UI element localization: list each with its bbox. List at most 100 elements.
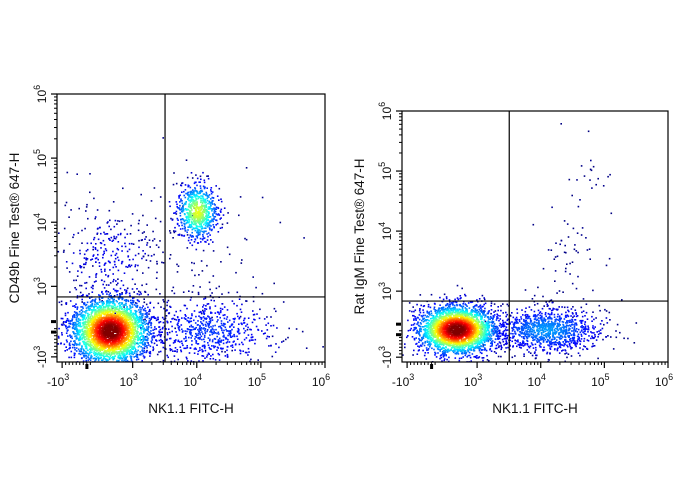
event-1743 xyxy=(147,337,149,340)
event-763 xyxy=(202,304,205,306)
event-2115 xyxy=(116,300,118,303)
event-1013 xyxy=(141,359,143,362)
event-2023 xyxy=(193,191,195,194)
event-2314 xyxy=(108,358,111,361)
event-1338 xyxy=(214,341,217,344)
event-1942 xyxy=(73,333,76,335)
event-3586 xyxy=(111,311,113,313)
event-448 xyxy=(166,321,169,324)
event-4624 xyxy=(104,320,107,323)
event-1872 xyxy=(191,231,193,234)
event-2051 xyxy=(93,357,96,359)
event-4165 xyxy=(107,316,109,318)
event-4930 xyxy=(105,336,108,339)
event-1592 xyxy=(73,314,75,316)
event-1071 xyxy=(152,346,154,348)
event-3886 xyxy=(112,347,115,349)
event-1790 xyxy=(131,303,134,306)
event-4612 xyxy=(122,330,124,332)
event-2793 xyxy=(132,316,135,318)
event-2275 xyxy=(209,206,211,208)
event-1065 xyxy=(178,328,180,330)
event-3018 xyxy=(113,353,116,355)
event-276 xyxy=(117,278,119,280)
event-2226 xyxy=(142,336,145,338)
event-2250 xyxy=(193,193,195,196)
event-521 xyxy=(120,232,122,235)
event-2308 xyxy=(88,309,91,311)
event-1019 xyxy=(168,337,171,340)
event-1932 xyxy=(130,355,133,358)
event-2969 xyxy=(95,349,98,352)
event-1545 xyxy=(212,197,215,199)
event-839 xyxy=(206,356,208,358)
event-2772 xyxy=(119,307,121,309)
event-4595 xyxy=(111,341,114,343)
event-2737 xyxy=(203,220,205,222)
event-169 xyxy=(192,285,195,287)
event-1387 xyxy=(221,329,223,332)
event-1144 xyxy=(195,342,197,344)
event-1899 xyxy=(187,194,189,196)
event-2227 xyxy=(108,301,110,303)
event-2928 xyxy=(117,352,119,355)
event-736 xyxy=(250,339,253,341)
event-862 xyxy=(223,306,226,308)
event-2607 xyxy=(89,348,91,350)
event-1334 xyxy=(98,294,100,296)
event-2732 xyxy=(91,311,94,313)
event-2565 xyxy=(80,325,83,328)
event-631 xyxy=(175,310,177,313)
event-3231 xyxy=(89,317,92,320)
event-2882 xyxy=(112,306,115,309)
event-1641 xyxy=(202,233,204,236)
event-2805 xyxy=(137,325,139,328)
event-2458 xyxy=(119,305,121,307)
event-506 xyxy=(181,182,184,184)
event-1707 xyxy=(101,297,104,299)
event-70 xyxy=(162,137,164,139)
event-4223 xyxy=(116,343,119,345)
event-1925 xyxy=(108,299,111,301)
event-20 xyxy=(201,270,204,272)
event-4410 xyxy=(120,338,123,340)
event-764 xyxy=(125,289,128,292)
event-360 xyxy=(259,308,261,311)
event-2718 xyxy=(102,354,104,357)
event-2521 xyxy=(207,212,209,214)
event-1621 xyxy=(148,320,151,322)
event-4141 xyxy=(124,323,126,325)
event-3831 xyxy=(94,341,97,343)
event-1304 xyxy=(223,334,225,337)
event-2915 xyxy=(84,321,87,323)
event-1839 xyxy=(145,322,148,325)
event-1643 xyxy=(199,187,202,189)
event-2136 xyxy=(184,219,186,222)
event-2222 xyxy=(143,329,145,331)
event-1453 xyxy=(213,329,215,331)
event-1867 xyxy=(83,352,86,355)
event-271 xyxy=(156,271,158,274)
event-679 xyxy=(103,287,106,289)
event-436 xyxy=(112,280,114,283)
event-310 xyxy=(96,209,99,211)
event-3617 xyxy=(131,329,133,331)
event-3395 xyxy=(199,216,201,218)
event-2802 xyxy=(133,342,136,345)
event-4691 xyxy=(99,325,102,327)
event-2640 xyxy=(137,339,139,341)
event-1186 xyxy=(66,341,68,343)
event-958 xyxy=(204,349,207,352)
event-1464 xyxy=(217,339,220,341)
event-2897 xyxy=(82,331,85,333)
event-4516 xyxy=(113,319,115,321)
event-1022 xyxy=(195,348,197,350)
event-1630 xyxy=(212,224,215,226)
event-935 xyxy=(167,328,170,330)
event-3889 xyxy=(91,328,93,330)
event-3484 xyxy=(132,329,135,331)
event-1424 xyxy=(194,328,196,330)
event-478 xyxy=(79,265,81,267)
event-2155 xyxy=(77,323,79,326)
event-240 xyxy=(252,300,255,303)
